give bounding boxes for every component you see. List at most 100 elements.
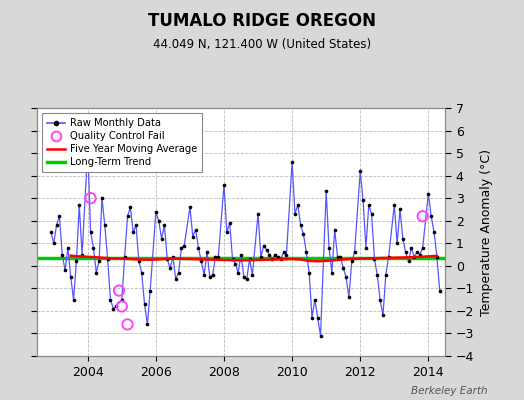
Point — [342, 274, 350, 280]
Point — [268, 256, 277, 262]
Point — [291, 211, 299, 217]
Point — [223, 229, 231, 235]
Point — [83, 145, 92, 152]
Point — [367, 211, 376, 217]
Point — [379, 312, 387, 319]
Point — [424, 190, 432, 197]
Point — [86, 195, 95, 201]
Point — [140, 301, 149, 307]
Point — [126, 204, 135, 210]
Point — [328, 269, 336, 276]
Point — [234, 269, 243, 276]
Point — [336, 254, 345, 260]
Point — [282, 251, 291, 258]
Point — [393, 240, 401, 246]
Point — [435, 288, 444, 294]
Point — [106, 296, 115, 303]
Point — [399, 236, 407, 242]
Point — [405, 258, 413, 264]
Point — [311, 296, 319, 303]
Point — [203, 249, 211, 256]
Point — [143, 321, 151, 328]
Point — [271, 251, 279, 258]
Point — [339, 265, 347, 271]
Point — [231, 260, 239, 267]
Point — [279, 249, 288, 256]
Point — [121, 254, 129, 260]
Point — [58, 251, 67, 258]
Point — [243, 276, 251, 282]
Point — [146, 288, 155, 294]
Point — [248, 272, 257, 278]
Legend: Raw Monthly Data, Quality Control Fail, Five Year Moving Average, Long-Term Tren: Raw Monthly Data, Quality Control Fail, … — [42, 113, 202, 172]
Point — [180, 242, 189, 249]
Y-axis label: Temperature Anomaly (°C): Temperature Anomaly (°C) — [480, 148, 493, 316]
Point — [98, 195, 106, 201]
Point — [274, 254, 282, 260]
Point — [112, 303, 121, 310]
Text: Berkeley Earth: Berkeley Earth — [411, 386, 487, 396]
Point — [257, 254, 265, 260]
Point — [47, 229, 55, 235]
Point — [214, 254, 223, 260]
Point — [225, 220, 234, 226]
Point — [263, 247, 271, 253]
Point — [72, 258, 81, 264]
Point — [209, 272, 217, 278]
Point — [313, 314, 322, 321]
Point — [64, 244, 72, 251]
Point — [239, 274, 248, 280]
Point — [347, 258, 356, 264]
Point — [245, 256, 254, 262]
Point — [325, 244, 333, 251]
Point — [177, 244, 185, 251]
Point — [135, 258, 143, 264]
Point — [211, 254, 220, 260]
Point — [89, 244, 97, 251]
Point — [396, 206, 404, 213]
Point — [302, 249, 311, 256]
Point — [115, 288, 123, 294]
Point — [169, 254, 177, 260]
Point — [385, 254, 393, 260]
Point — [95, 258, 103, 264]
Point — [151, 208, 160, 215]
Point — [205, 274, 214, 280]
Point — [109, 306, 117, 312]
Point — [160, 222, 169, 228]
Point — [293, 202, 302, 208]
Point — [305, 269, 313, 276]
Point — [407, 244, 416, 251]
Point — [390, 202, 398, 208]
Point — [117, 303, 126, 310]
Point — [194, 244, 203, 251]
Text: 44.049 N, 121.400 W (United States): 44.049 N, 121.400 W (United States) — [153, 38, 371, 51]
Point — [351, 249, 359, 256]
Point — [356, 168, 364, 174]
Point — [123, 213, 132, 220]
Point — [157, 236, 166, 242]
Point — [103, 256, 112, 262]
Point — [101, 222, 109, 228]
Point — [123, 321, 132, 328]
Point — [370, 256, 379, 262]
Point — [419, 244, 427, 251]
Point — [410, 254, 418, 260]
Point — [419, 213, 427, 220]
Point — [49, 240, 58, 246]
Point — [376, 296, 384, 303]
Point — [67, 274, 75, 280]
Point — [117, 296, 126, 303]
Point — [362, 244, 370, 251]
Point — [333, 254, 342, 260]
Point — [433, 254, 441, 260]
Point — [297, 222, 305, 228]
Point — [413, 249, 421, 256]
Point — [52, 222, 61, 228]
Point — [322, 188, 330, 195]
Point — [155, 218, 163, 224]
Point — [265, 251, 274, 258]
Point — [171, 276, 180, 282]
Point — [308, 314, 316, 321]
Point — [174, 269, 183, 276]
